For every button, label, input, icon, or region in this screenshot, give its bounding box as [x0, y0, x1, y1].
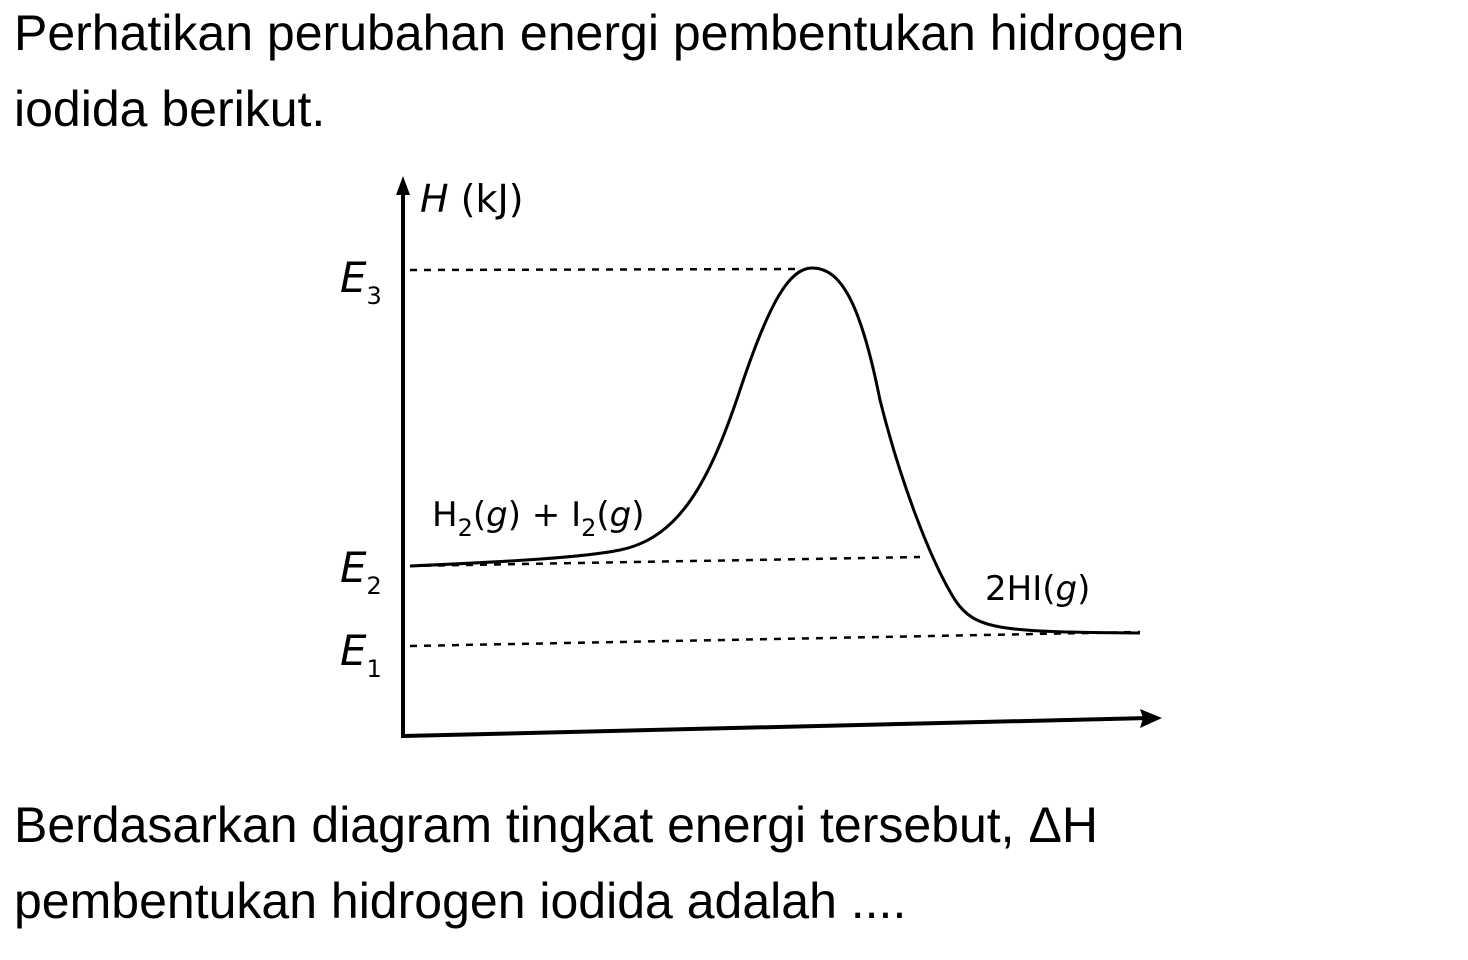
intro-line: iodida berikut. — [14, 81, 326, 137]
prompt-line: Berdasarkan diagram tingkat energi terse… — [14, 797, 1098, 853]
level-lines — [409, 267, 1141, 648]
level-line — [409, 555, 921, 568]
prompt-line: pembentukan hidrogen iodida adalah .... — [14, 873, 907, 929]
intro-line: Perhatikan perubahan energi pembentukan … — [14, 5, 1185, 61]
products-label: 2HI(g) — [985, 569, 1090, 609]
level-line — [409, 267, 801, 272]
x-arrow — [1140, 709, 1162, 728]
x-axis — [402, 716, 1149, 738]
level-label: E2 — [340, 543, 382, 600]
reactants-label: H2(g) + I2(g) — [432, 495, 645, 542]
level-line — [409, 630, 1141, 648]
level-label: E1 — [340, 626, 382, 683]
axes — [396, 176, 1162, 738]
level-label: E3 — [340, 253, 382, 310]
y-axis-label: H (kJ) — [420, 177, 524, 221]
y-arrow — [396, 176, 410, 195]
energy-curve — [409, 266, 1141, 635]
